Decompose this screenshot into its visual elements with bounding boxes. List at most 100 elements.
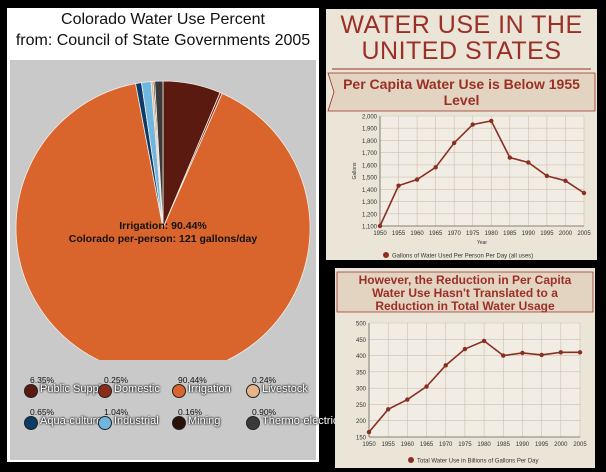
plot-area — [380, 116, 584, 226]
y-tick-label: 1,500 — [362, 176, 378, 182]
legend-label: Aqua-culture — [40, 415, 103, 427]
x-tick-label: 1950 — [362, 442, 376, 448]
legend-swatch — [246, 384, 260, 398]
data-point-1975 — [470, 122, 475, 127]
data-point-1995 — [544, 173, 550, 179]
legend-marker — [408, 457, 414, 463]
x-tick-label: 2000 — [559, 231, 573, 237]
legend-label: Public Supply — [40, 383, 107, 395]
us-title-line1: WATER USE IN THE — [340, 11, 583, 39]
y-tick-label: 1,100 — [362, 225, 378, 231]
us-title-line2: UNITED STATES — [361, 37, 562, 65]
pie-chart-subtitle: from: Council of State Governments 2005 — [15, 32, 311, 49]
data-point-2000 — [563, 178, 568, 183]
legend-percent: 0.90% — [252, 407, 277, 417]
total-subtitle-line3: Reduction in Total Water Usage — [375, 299, 555, 313]
pie-chart-panel: Colorado Water Use Percent from: Council… — [7, 8, 338, 462]
data-point-1980 — [489, 118, 494, 124]
pie-chart-title: Colorado Water Use Percent — [61, 11, 265, 28]
x-tick-label: 1970 — [448, 231, 462, 237]
x-tick-label: 1960 — [401, 442, 415, 448]
legend-percent: 90.44% — [178, 375, 207, 385]
total-subtitle-line2: Water Use Hasn't Translated to a — [372, 286, 558, 300]
y-tick-label: 200 — [356, 419, 367, 425]
x-tick-label: 1990 — [516, 442, 530, 448]
data-point-1985 — [507, 155, 513, 160]
data-point-1955 — [396, 183, 401, 188]
data-point-2000 — [558, 350, 564, 355]
data-point-1990 — [520, 350, 525, 356]
total-use-line-chart: 150 200 250 300 350 400 450 500 1950 1955 1960 1965… — [356, 322, 587, 465]
legend-label: Mining — [188, 415, 221, 427]
y-tick-label: 1,800 — [362, 139, 378, 145]
x-axis-label: Year — [477, 240, 487, 246]
data-point-1990 — [526, 160, 531, 165]
x-tick-label: 1975 — [466, 231, 480, 237]
y-tick-label: 1,600 — [362, 163, 378, 169]
per-capita-subtitle: Per Capita Water Use is Below 1955 Level — [326, 73, 597, 111]
x-tick-label: 1995 — [535, 442, 549, 448]
legend-label: Irrigation — [188, 383, 231, 395]
y-tick-label: 1,200 — [362, 212, 378, 218]
x-tick-label: 1960 — [410, 231, 424, 237]
legend-label: Thermo-electric — [262, 415, 339, 427]
x-tick-label: 1955 — [392, 231, 406, 237]
data-point-1965 — [424, 384, 429, 389]
per-capita-subtitle-line2: Level — [443, 92, 480, 108]
x-tick-label: 1980 — [477, 442, 491, 448]
y-tick-label: 350 — [356, 370, 367, 376]
data-point-1975 — [462, 346, 468, 352]
legend-percent: 0.65% — [30, 407, 55, 417]
x-tick-label: 1970 — [439, 442, 453, 448]
total-subtitle-line1: However, the Reduction in Per Capita — [358, 273, 572, 287]
x-tick-label: 1985 — [497, 442, 511, 448]
legend-swatch — [24, 416, 38, 430]
legend-percent: 1.04% — [104, 407, 129, 417]
y-tick-label: 450 — [356, 338, 367, 344]
total-banner-bg — [336, 271, 594, 313]
legend-label: Domestic — [114, 383, 160, 395]
pie-slice-irrigation — [15, 83, 311, 360]
pie-center-label-irrigation: Irrigation: 90.44% — [119, 220, 207, 232]
legend-swatch — [24, 384, 38, 398]
data-point-1985 — [501, 353, 506, 358]
total-use-panel: However, the Reduction in Per Capita Wat… — [335, 268, 595, 468]
data-point-2005 — [577, 350, 583, 355]
y-tick-label: 1,700 — [362, 151, 378, 157]
y-tick-label: 500 — [356, 322, 367, 328]
data-point-1960 — [414, 177, 420, 182]
pie-slice-thermo-electric — [154, 80, 164, 229]
y-axis-label: Gallons — [352, 162, 358, 179]
legend-swatch — [98, 416, 112, 430]
data-point-1950 — [377, 223, 383, 229]
x-tick-label: 2005 — [577, 231, 591, 237]
x-tick-label: 1980 — [485, 231, 499, 237]
pie-center-label-per-person: Colorado per-person: 121 gallons/day — [68, 233, 258, 245]
legend-marker — [383, 252, 389, 258]
per-capita-panel: WATER USE IN THE UNITED STATES Per Capit… — [326, 9, 597, 260]
y-tick-label: 1,300 — [362, 200, 378, 206]
x-tick-label: 1965 — [420, 442, 434, 448]
x-tick-label: 2000 — [554, 442, 568, 448]
legend-percent: 0.24% — [252, 375, 277, 385]
legend-swatch — [172, 384, 186, 398]
y-tick-label: 2,000 — [362, 115, 378, 121]
y-tick-label: 300 — [356, 387, 367, 393]
legend-percent: 0.25% — [104, 375, 129, 385]
legend-text: Total Water Use in Billions of Gallons P… — [417, 458, 539, 464]
legend-label: Livestock — [262, 383, 308, 395]
per-capita-subtitle-line1: Per Capita Water Use is Below 1955 — [343, 76, 580, 92]
x-tick-label: 1985 — [503, 231, 517, 237]
x-tick-label: 1955 — [382, 442, 396, 448]
legend-swatch — [246, 416, 260, 430]
legend-percent: 0.16% — [178, 407, 203, 417]
data-point-1995 — [539, 352, 544, 358]
data-point-1970 — [443, 363, 448, 368]
legend-text: Gallons of Water Used Per Person Per Day… — [392, 253, 533, 259]
x-tick-label: 1965 — [429, 231, 443, 237]
per-capita-line-chart: 1,100 1,200 1,300 1,400 1,500 1,600 1,700 1,800… — [352, 115, 591, 260]
per-capita-banner-bg — [327, 68, 596, 112]
legend-swatch — [172, 416, 186, 430]
legend-swatch — [98, 384, 112, 398]
y-tick-label: 400 — [356, 354, 367, 360]
